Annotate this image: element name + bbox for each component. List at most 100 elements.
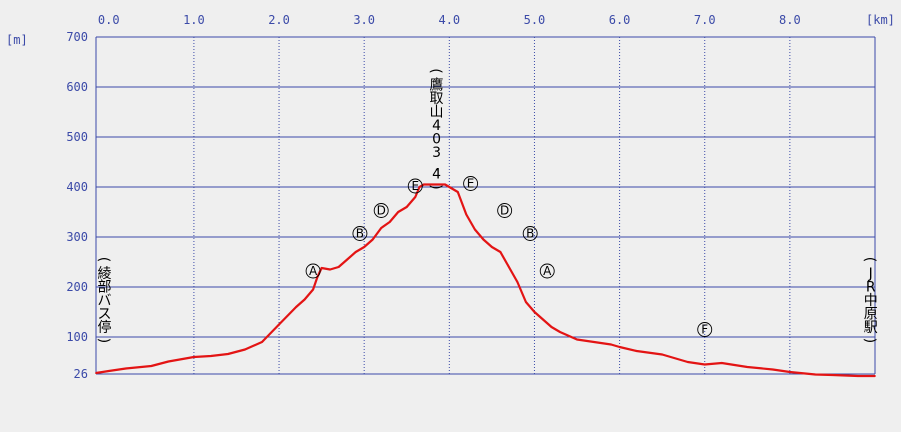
data-point [525,301,527,303]
data-point [380,227,383,229]
annotation-circle [697,322,713,337]
data-point [418,186,421,188]
x-tick-label: 3.0 [353,13,375,27]
annotation-marker: D [373,203,389,218]
data-point [499,251,502,253]
data-point [746,366,749,368]
x-tick-label: 4.0 [438,13,460,27]
vertical-label-char: 綾 [98,266,112,282]
data-point [550,326,553,328]
annotation-marker: D [497,203,513,218]
y-tick-label: 300 [66,230,88,244]
data-point [95,372,97,374]
annotation-label: F [701,323,708,337]
data-point [720,362,723,364]
y-tick-label: 500 [66,130,88,144]
annotation-circle [407,178,423,194]
data-point [559,331,561,333]
data-point [337,266,340,268]
x-tick-label: 7.0 [694,13,716,27]
vertical-label-char: J [868,266,873,282]
y-tick-label: 200 [66,280,88,294]
elevation-line [95,183,875,378]
data-point [444,183,446,186]
x-tick-label: 2.0 [268,13,290,27]
data-point [542,318,544,321]
vertical-label-char: ) [428,184,444,189]
annotation-label: D [377,204,386,218]
data-point [576,338,578,341]
data-point [363,246,366,248]
data-point [422,183,425,186]
data-point [482,238,485,241]
vertical-label-char: ) [96,338,112,343]
data-point [329,268,332,271]
y-tick-label: 400 [66,180,88,194]
annotation-circle [305,263,321,279]
vertical-label-char: 停 [98,319,112,336]
x-tick-label: 5.0 [524,13,546,27]
data-point [431,183,434,186]
data-point [405,206,408,208]
x-tick-label: 1.0 [183,13,205,27]
vertical-label-char: 山 [430,105,444,121]
annotation-marker: F [697,322,713,337]
annotation-circle [497,203,513,218]
annotation-label: A [543,264,552,278]
annotation-circle [373,203,389,218]
x-unit-label: [km] [866,13,895,27]
data-point [516,281,519,283]
annotation-marker: B [522,226,538,241]
vertical-label-char: . [434,159,438,175]
annotation-label: D [500,204,509,218]
data-point [244,348,246,351]
vertical-label-char: ( [96,257,112,262]
data-point [167,360,170,363]
data-point [150,365,153,367]
y-tick-label: 26 [74,367,88,381]
data-point [788,371,791,373]
annotation-marker: A [539,263,555,279]
data-point [661,353,664,356]
data-point [210,355,212,357]
annotation-marker: A [305,263,321,279]
annotation-circle [352,226,368,241]
data-point [388,221,391,223]
annotation-marker: E [407,178,423,194]
vertical-label-char: ス [98,307,112,323]
data-point [227,353,229,355]
vertical-label-char: 4 [432,118,441,134]
data-point [354,251,357,253]
annotation-marker: E [463,176,479,191]
y-tick-label: 700 [66,30,88,44]
data-point [618,346,621,348]
data-point [193,356,195,358]
data-point [465,213,468,216]
data-point [414,196,417,198]
vertical-label-char: 取 [430,91,444,107]
annotation-marker: B [352,226,368,241]
vertical-label-char: R [866,280,876,296]
data-point [456,191,459,193]
data-point [508,266,510,268]
data-point [874,375,876,377]
vertical-label-char: 部 [98,280,112,296]
data-point [610,343,612,346]
data-point [814,373,817,376]
vertical-label-char: 駅 [864,320,878,336]
vertical-label-char: 中 [864,293,878,309]
data-point [346,258,349,261]
data-point [686,361,689,363]
data-point [593,341,595,343]
annotation-label: B [356,227,364,241]
vertical-label-char: 4 [432,167,441,183]
vertical-label-char: ( [428,68,444,73]
data-point [320,267,323,269]
annotation-circle [463,176,479,191]
data-point [490,246,493,248]
